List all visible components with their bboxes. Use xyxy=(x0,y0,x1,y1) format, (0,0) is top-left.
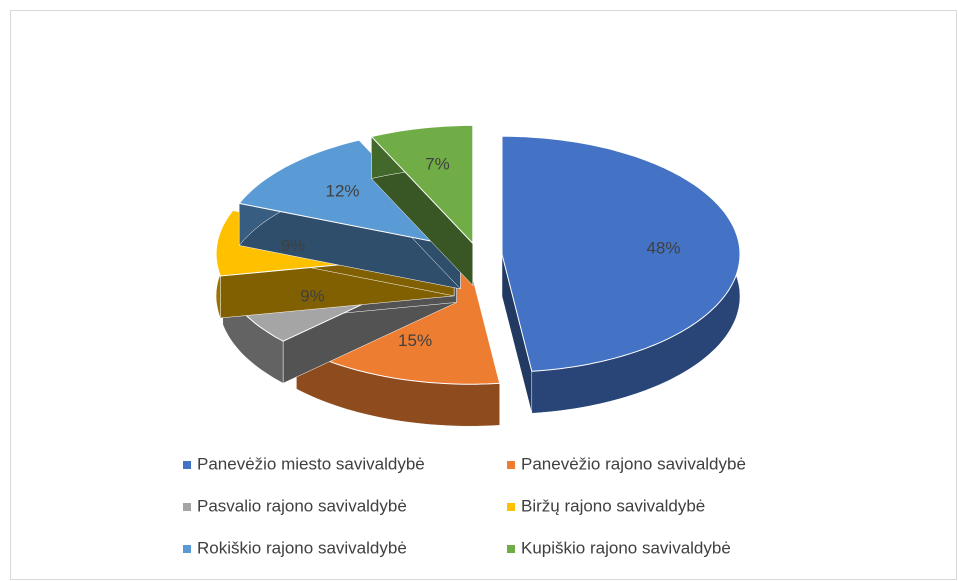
data-label: 9% xyxy=(300,286,325,305)
legend-label: Biržų rajono savivaldybė xyxy=(521,496,705,515)
legend-label: Panevėžio miesto savivaldybė xyxy=(197,454,425,473)
legend-label: Pasvalio rajono savivaldybė xyxy=(197,496,407,515)
data-label: 12% xyxy=(326,181,360,200)
legend-label: Kupiškio rajono savivaldybė xyxy=(521,538,731,557)
legend-label: Panevėžio rajono savivaldybė xyxy=(521,454,746,473)
legend-swatch xyxy=(183,545,191,553)
data-label: 7% xyxy=(425,155,450,174)
slice xyxy=(238,139,462,248)
data-label: 48% xyxy=(646,239,680,258)
legend-swatch xyxy=(183,503,191,511)
slice xyxy=(370,124,474,245)
chart-frame xyxy=(10,10,957,580)
data-label: 15% xyxy=(398,331,432,350)
legend-swatch xyxy=(183,461,191,469)
legend-swatch xyxy=(507,503,515,511)
legend-label: Rokiškio rajono savivaldybė xyxy=(197,538,407,557)
legend-swatch xyxy=(507,545,515,553)
legend-swatch xyxy=(507,461,515,469)
slice xyxy=(501,135,741,372)
data-label: 9% xyxy=(281,236,306,255)
